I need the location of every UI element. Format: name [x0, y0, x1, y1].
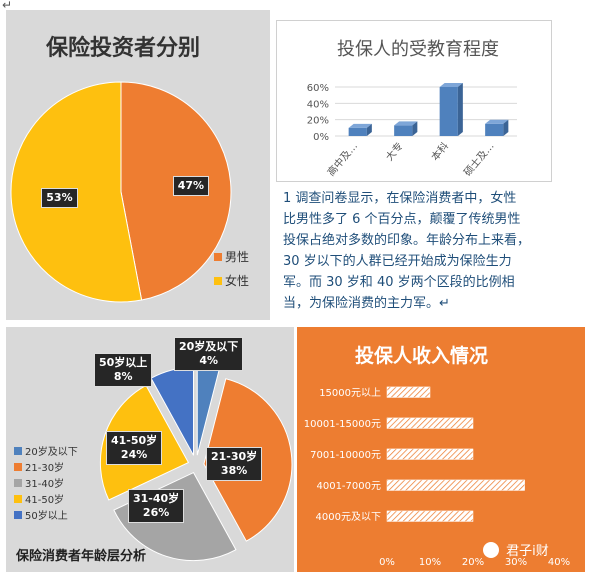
- age-legend-item: 20岁及以下: [14, 443, 78, 458]
- education-bar-top: [394, 121, 418, 126]
- summary-line: 投保占绝对多数的印象。年龄分布上来看，: [283, 233, 531, 248]
- income-bar: [386, 386, 431, 398]
- education-bar-top: [348, 123, 372, 128]
- age-legend-item: 41-50岁: [14, 491, 64, 506]
- y-tick-label: 0%: [313, 132, 329, 143]
- x-tick-label: 硕士及…: [461, 140, 497, 179]
- education-bar: [485, 123, 504, 136]
- income-bar-chart: 0% 10% 20% 30% 40% 15000元以上 10001-15000元 7001-1…: [304, 386, 570, 568]
- x-tick-label: 高中及…: [324, 140, 360, 179]
- gender-legend-item: 男性: [214, 248, 249, 265]
- watermark-logo: 君子i财: [483, 539, 549, 559]
- y-tick-label: 10001-15000元: [304, 419, 381, 430]
- legend-label: 女性: [225, 274, 250, 288]
- income-chart-title: 投保人收入情况: [355, 345, 489, 367]
- legend-label: 21-30岁: [25, 463, 65, 474]
- x-tick-label: 40%: [548, 557, 570, 568]
- summary-line: 比男性多了 6 个百分点，颠覆了传统男性: [283, 212, 521, 227]
- y-tick-label: 7001-10000元: [310, 450, 381, 461]
- x-tick-label: 20%: [462, 557, 484, 568]
- legend-swatch: [214, 252, 222, 261]
- y-tick-label: 4000元及以下: [316, 511, 381, 523]
- gender-pie-panel: 保险投资者分别 47% 53% 男性女性: [6, 10, 270, 320]
- legend-label: 41-50岁: [25, 495, 65, 506]
- age-pie-data-label: 20岁及以下 4%: [174, 337, 244, 371]
- x-tick-label: 本科: [428, 140, 451, 164]
- education-chart-title: 投保人的受教育程度: [337, 39, 499, 60]
- legend-label: 31-40岁: [25, 479, 65, 490]
- return-mark: ↵: [2, 0, 13, 12]
- legend-label: 20岁及以下: [25, 447, 78, 458]
- age-legend-item: 21-30岁: [14, 459, 64, 474]
- y-tick-label: 60%: [307, 83, 329, 94]
- age-pie-data-label: 50岁以上 8%: [94, 353, 153, 387]
- income-bar: [386, 448, 474, 460]
- legend-label: 男性: [225, 250, 250, 264]
- x-tick-label: 0%: [379, 557, 395, 568]
- education-bar: [348, 127, 367, 136]
- income-bar: [386, 479, 525, 491]
- wechat-icon: [483, 541, 499, 558]
- y-tick-label: 4001-7000元: [316, 481, 381, 492]
- legend-swatch: [14, 510, 22, 519]
- age-pie-panel: 保险消费者年龄层分析 20岁及以下 4% 21-30岁 38% 31-40岁 26%…: [6, 327, 294, 572]
- income-bar: [386, 510, 474, 522]
- education-bar-side: [412, 121, 418, 136]
- income-chart-panel: 投保人收入情况 0% 10% 20% 30% 40% 15000元以上 10001-1500…: [297, 327, 585, 572]
- gender-pie-data-label: 47%: [172, 175, 210, 196]
- summary-line: 当，为保险消费的主力军。↵: [283, 296, 450, 311]
- education-bar-top: [485, 119, 509, 124]
- watermark-text: 君子i财: [506, 544, 549, 559]
- y-tick-label: 20%: [307, 116, 329, 127]
- income-bar: [386, 417, 474, 429]
- legend-swatch: [14, 462, 22, 471]
- education-bar-chart: 0% 20% 40% 60% 高中及… 大专 本科 硕士及…: [307, 83, 517, 179]
- summary-line: 军。而 30 岁和 40 岁两个区段的比例相: [283, 275, 515, 290]
- age-pie-data-label: 41-50岁 24%: [106, 431, 163, 465]
- gender-pie-data-label: 53%: [41, 188, 78, 209]
- x-tick-label: 大专: [383, 140, 406, 164]
- education-bar: [439, 87, 458, 136]
- age-pie-title: 保险消费者年龄层分析: [16, 549, 147, 564]
- legend-swatch: [14, 478, 22, 487]
- gender-pie-title: 保险投资者分别: [46, 36, 201, 61]
- x-tick-label: 30%: [505, 557, 527, 568]
- education-bar-side: [503, 119, 509, 136]
- summary-line: 30 岁以下的人群已经开始成为保险生力: [283, 254, 512, 269]
- summary-line: 1 调查问卷显示，在保险消费者中，女性: [283, 191, 517, 206]
- legend-label: 50岁以上: [25, 511, 68, 522]
- education-bar: [394, 125, 413, 136]
- legend-swatch: [214, 276, 222, 285]
- y-tick-label: 15000元以上: [319, 387, 381, 399]
- gender-legend-item: 女性: [214, 272, 249, 289]
- education-bar-side: [366, 123, 372, 136]
- education-bar-side: [457, 83, 463, 136]
- age-pie-data-label: 21-30岁 38%: [206, 447, 263, 481]
- x-tick-label: 10%: [419, 557, 441, 568]
- legend-swatch: [14, 494, 22, 503]
- education-chart-panel: 投保人的受教育程度 0% 20% 40% 60% 高中及… 大专 本科 硕士及…: [276, 20, 552, 182]
- legend-swatch: [14, 446, 22, 455]
- age-pie-data-label: 31-40岁 26%: [128, 489, 185, 523]
- y-tick-label: 40%: [307, 99, 329, 110]
- age-legend-item: 31-40岁: [14, 475, 64, 490]
- education-bar-top: [439, 83, 463, 87]
- age-legend-item: 50岁以上: [14, 507, 68, 522]
